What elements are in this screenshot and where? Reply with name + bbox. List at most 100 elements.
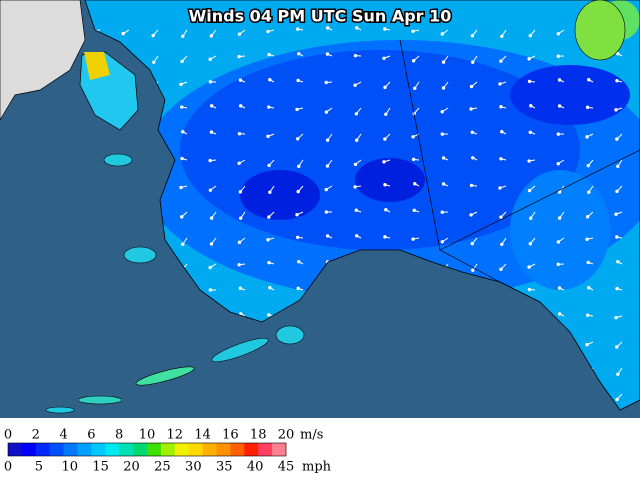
- wind-arrow-head: [557, 33, 559, 35]
- wind-arrow-head: [209, 81, 211, 83]
- ms-label: 12: [167, 428, 184, 443]
- wind-arrow-head: [529, 243, 531, 245]
- wind-arrow-head: [268, 106, 270, 108]
- wind-arrow-head: [355, 209, 357, 211]
- wind-arrow-head: [500, 158, 502, 160]
- wind-arrow-head: [558, 313, 560, 315]
- wind-arrow-head: [414, 87, 416, 89]
- wind-arrow-head: [588, 79, 590, 81]
- wind-arrow-head: [181, 106, 183, 108]
- wind-arrow-head: [412, 158, 414, 160]
- wind-arrow-head: [384, 236, 386, 238]
- wind-arrow-head: [501, 130, 503, 132]
- mph-unit: mph: [302, 460, 332, 475]
- wind-arrow-head: [384, 138, 386, 140]
- legend-swatch: [175, 443, 189, 456]
- wind-arrow-head: [209, 289, 211, 291]
- wind-arrow-head: [558, 217, 560, 219]
- wind-arrow-head: [616, 236, 618, 238]
- wind-arrow-head: [269, 191, 271, 193]
- wind-arrow-head: [210, 105, 212, 107]
- wind-arrow-head: [209, 266, 211, 268]
- wind-arrow-head: [267, 239, 269, 241]
- wind-arrow-head: [412, 136, 414, 138]
- wind-arrow-head: [209, 189, 211, 191]
- mph-label: 0: [4, 460, 12, 475]
- legend-swatch: [64, 443, 78, 456]
- wind-arrow-head: [385, 113, 387, 115]
- legend-swatch: [272, 443, 286, 456]
- mph-label: 20: [123, 460, 140, 475]
- wind-arrow-head: [384, 86, 386, 88]
- legend-swatch: [147, 443, 161, 456]
- wind-arrow-head: [470, 108, 472, 110]
- legend-swatch: [119, 443, 133, 456]
- ms-label: 6: [87, 428, 95, 443]
- wind-arrow-head: [501, 35, 503, 37]
- wind-arrow-head: [470, 214, 472, 216]
- ms-unit: m/s: [300, 428, 323, 443]
- wind-arrow-head: [325, 111, 327, 113]
- wind-arrow-head: [152, 34, 154, 36]
- wind-arrow-head: [586, 238, 588, 240]
- wind-arrow-head: [530, 217, 532, 219]
- wind-arrow-head: [441, 133, 443, 135]
- wind-arrow-head: [240, 313, 242, 315]
- wind-arrow-head: [558, 105, 560, 107]
- wind-arrow-head: [297, 190, 299, 192]
- wind-arrow-head: [530, 105, 532, 107]
- wind-arrow-head: [297, 28, 299, 30]
- wind-arrow-head: [587, 164, 589, 166]
- wind-arrow-head: [326, 27, 328, 29]
- wind-arrow-head: [296, 213, 298, 215]
- wind-arrow-head: [182, 243, 184, 245]
- wind-arrow-head: [499, 83, 501, 85]
- wind-arrow-head: [500, 106, 502, 108]
- wind-arrow-head: [501, 243, 503, 245]
- wind-arrow-head: [586, 136, 588, 138]
- wind-arrow-head: [442, 157, 444, 159]
- wind-arrow-head: [528, 58, 530, 60]
- wind-arrow-head: [412, 238, 414, 240]
- wind-arrow-head: [442, 61, 444, 63]
- wind-arrow-head: [615, 213, 617, 215]
- wind-arrow-head: [383, 161, 385, 163]
- wind-arrow-head: [441, 241, 443, 243]
- wind-arrow-head: [616, 190, 618, 192]
- ms-label: 18: [250, 428, 267, 443]
- wind-arrow-head: [558, 287, 560, 289]
- wind-arrow-head: [296, 138, 298, 140]
- wind-arrow-head: [442, 183, 444, 185]
- wind-arrow-head: [383, 57, 385, 59]
- wind-arrow-head: [354, 163, 356, 165]
- wind-arrow-head: [412, 30, 414, 32]
- wind-arrow-head: [617, 373, 619, 375]
- map-title: Winds 04 PM UTC Sun Apr 10: [189, 7, 452, 26]
- wind-arrow-head: [615, 316, 617, 318]
- wind-arrow-head: [471, 242, 473, 244]
- ms-label: 4: [59, 428, 67, 443]
- wind-arrow-head: [557, 55, 559, 57]
- wind-arrow-head: [528, 288, 530, 290]
- wind-arrow-head: [442, 87, 444, 89]
- wind-arrow-head: [615, 109, 617, 111]
- wind-arrow-head: [470, 184, 472, 186]
- wind-arrow-head: [153, 61, 155, 63]
- ms-label: 2: [32, 428, 40, 443]
- legend-swatch: [230, 443, 244, 456]
- wind-arrow-head: [209, 58, 211, 60]
- wind-arrow-head: [617, 52, 619, 54]
- wind-arrow-head: [180, 83, 182, 85]
- wind-arrow-head: [122, 32, 124, 34]
- legend-swatch: [8, 443, 22, 456]
- wind-arrow-head: [384, 184, 386, 186]
- wind-arrow-head: [269, 286, 271, 288]
- wind-arrow-head: [240, 217, 242, 219]
- wind-arrow-head: [588, 191, 590, 193]
- wind-arrow-head: [617, 165, 619, 167]
- wind-arrow-head: [472, 157, 474, 159]
- wind-arrow-head: [499, 187, 501, 189]
- wind-arrow-head: [557, 241, 559, 243]
- wind-arrow-head: [616, 398, 618, 400]
